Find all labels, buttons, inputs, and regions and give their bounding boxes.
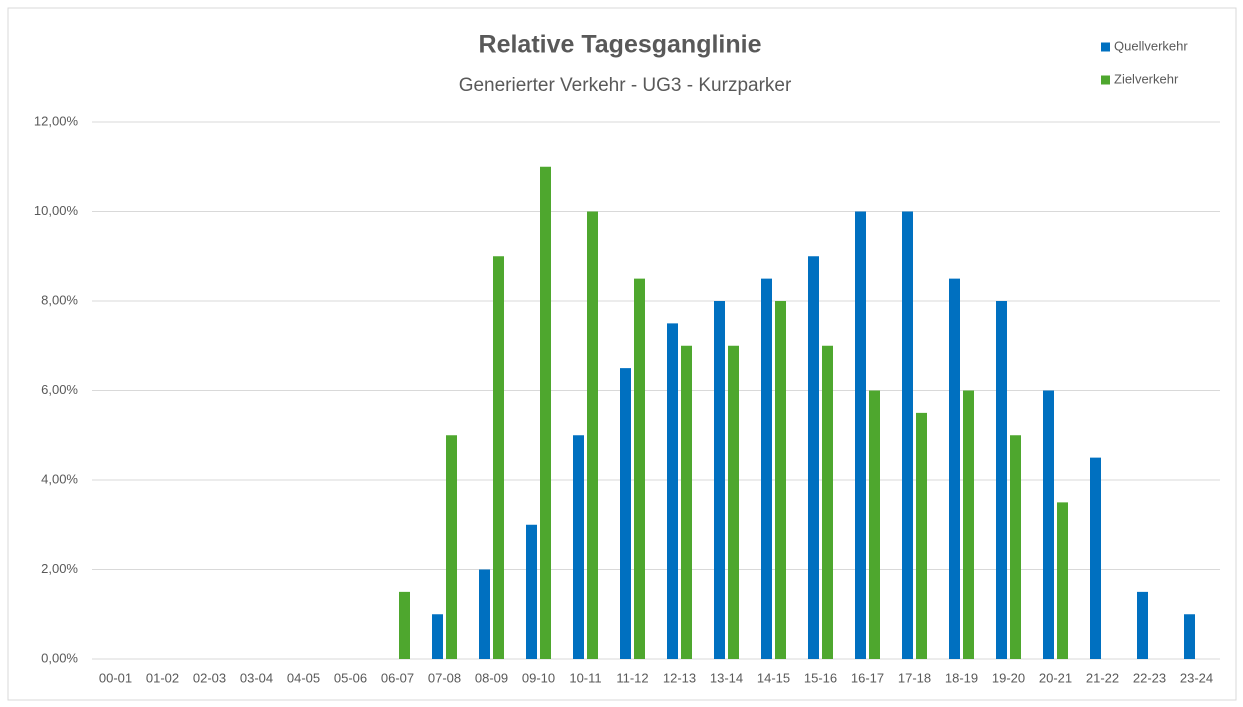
legend-swatch xyxy=(1101,42,1110,52)
x-tick-label: 16-17 xyxy=(851,670,884,685)
x-tick-label: 04-05 xyxy=(287,670,320,685)
bar xyxy=(916,412,927,659)
bar xyxy=(1184,614,1195,659)
bar xyxy=(573,435,584,659)
x-tick-label: 21-22 xyxy=(1086,670,1119,685)
x-tick-label: 18-19 xyxy=(945,670,978,685)
bar xyxy=(855,211,866,659)
bar xyxy=(587,211,598,659)
bar xyxy=(667,323,678,659)
x-tick-label: 02-03 xyxy=(193,670,226,685)
bar xyxy=(620,368,631,659)
x-tick-label: 11-12 xyxy=(616,670,648,685)
x-tick-label: 14-15 xyxy=(757,670,790,685)
y-tick-label: 2,00% xyxy=(41,561,78,576)
bar xyxy=(1057,502,1068,659)
bar xyxy=(775,301,786,659)
x-tick-label: 13-14 xyxy=(710,670,743,685)
y-tick-label: 6,00% xyxy=(41,382,78,397)
bar xyxy=(1043,390,1054,659)
bar xyxy=(493,256,504,659)
bar xyxy=(869,390,880,659)
bar xyxy=(681,345,692,659)
legend-label: Quellverkehr xyxy=(1114,38,1188,53)
legend-swatch xyxy=(1101,75,1110,85)
x-tick-label: 06-07 xyxy=(381,670,414,685)
y-tick-label: 0,00% xyxy=(41,650,78,665)
bar xyxy=(902,211,913,659)
y-tick-label: 12,00% xyxy=(34,113,79,128)
x-tick-label: 22-23 xyxy=(1133,670,1166,685)
bar xyxy=(949,278,960,659)
bar xyxy=(446,435,457,659)
x-tick-label: 09-10 xyxy=(522,670,555,685)
bar xyxy=(1090,457,1101,659)
x-tick-label: 07-08 xyxy=(428,670,461,685)
bar xyxy=(761,278,772,659)
bar xyxy=(1137,591,1148,659)
bar xyxy=(963,390,974,659)
x-tick-label: 08-09 xyxy=(475,670,508,685)
bar xyxy=(1010,435,1021,659)
x-tick-label: 23-24 xyxy=(1180,670,1213,685)
bar xyxy=(526,524,537,659)
x-tick-label: 17-18 xyxy=(898,670,931,685)
x-tick-label: 03-04 xyxy=(240,670,273,685)
x-tick-label: 20-21 xyxy=(1039,670,1072,685)
chart-title: Relative Tagesganglinie xyxy=(479,31,762,59)
x-tick-label: 01-02 xyxy=(146,670,179,685)
bar xyxy=(634,278,645,659)
bar xyxy=(808,256,819,659)
bar xyxy=(479,569,490,659)
bar xyxy=(399,591,410,659)
bar xyxy=(714,301,725,659)
bar xyxy=(540,166,551,659)
legend-label: Zielverkehr xyxy=(1114,71,1179,86)
x-tick-label: 05-06 xyxy=(334,670,367,685)
x-tick-label: 10-11 xyxy=(569,670,601,685)
y-tick-label: 10,00% xyxy=(34,203,79,218)
x-tick-label: 15-16 xyxy=(804,670,837,685)
y-tick-label: 8,00% xyxy=(41,292,78,307)
bar xyxy=(996,301,1007,659)
bar xyxy=(822,345,833,659)
x-tick-label: 12-13 xyxy=(663,670,696,685)
x-tick-label: 00-01 xyxy=(99,670,132,685)
bar xyxy=(432,614,443,659)
x-tick-label: 19-20 xyxy=(992,670,1025,685)
y-tick-label: 4,00% xyxy=(41,471,78,486)
bar xyxy=(728,345,739,659)
chart-subtitle: Generierter Verkehr - UG3 - Kurzparker xyxy=(459,75,792,96)
